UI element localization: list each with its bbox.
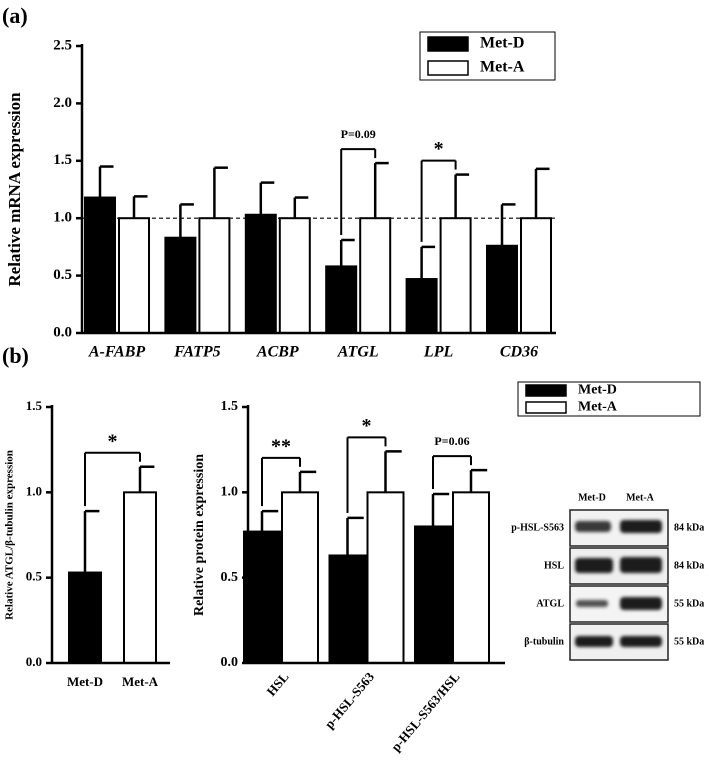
western-blot: Met-D Met-A p-HSL-S563 HSL ATGL β-tubuli…	[511, 492, 704, 661]
y-tick-label: 0.0	[221, 655, 239, 670]
panel-label: (a)	[2, 3, 28, 28]
significance-label: P=0.09	[341, 127, 376, 141]
y-tick-label: 0.0	[26, 654, 42, 669]
y-tick-label: 0.5	[221, 570, 239, 585]
band	[620, 597, 662, 610]
legend-swatch	[525, 384, 567, 397]
bar	[520, 217, 552, 334]
bar	[164, 236, 197, 334]
bar	[328, 554, 367, 664]
x-tick-label: p-HSL-S563/HSL	[388, 669, 463, 754]
y-tick-label: 1.0	[221, 485, 239, 500]
legend-swatch	[525, 401, 567, 414]
y-tick-label: 1.5	[221, 399, 239, 414]
band	[576, 600, 608, 607]
bar	[414, 525, 452, 665]
bar	[68, 571, 102, 665]
y-tick-label: 0.0	[53, 324, 72, 340]
lane-label: Met-A	[626, 492, 655, 503]
bar	[281, 491, 319, 665]
legend-swatch	[427, 60, 469, 76]
band	[620, 557, 662, 573]
y-tick-label: 1.0	[26, 483, 42, 498]
x-tick-label: ATGL	[337, 344, 379, 361]
bar	[486, 244, 518, 334]
bar	[452, 491, 490, 665]
y-tick-label: 2.0	[53, 95, 72, 111]
y-axis-title: Relative ATGL/β-tubulin expression	[4, 450, 16, 620]
blot-row-label: HSL	[544, 560, 564, 571]
significance-label: *	[362, 415, 372, 437]
bar	[244, 213, 277, 334]
y-tick-label: 1.5	[26, 398, 43, 413]
significance-label: P=0.06	[434, 434, 469, 448]
bar	[118, 217, 150, 334]
bar	[405, 278, 438, 335]
blot-row-label: β-tubulin	[524, 636, 564, 647]
y-tick-label: 1.5	[53, 152, 72, 168]
x-tick-label: HSL	[263, 669, 291, 699]
bar	[123, 491, 157, 665]
x-tick-label: LPL	[423, 344, 454, 361]
x-tick-label: Met-D	[67, 674, 103, 689]
bar	[198, 217, 231, 334]
blot-size-label: 84 kDa	[674, 522, 704, 533]
blot-size-label: 55 kDa	[674, 598, 704, 609]
x-tick-label: FATP5	[173, 344, 221, 361]
significance-label: *	[108, 430, 118, 452]
x-tick-label: Met-A	[122, 674, 159, 689]
x-tick-label: ACBP	[256, 344, 299, 361]
legend-label: Met-A	[480, 59, 525, 76]
significance-label: **	[271, 435, 291, 457]
blot-row-label: ATGL	[536, 598, 564, 609]
bar	[278, 217, 311, 334]
blot-size-label: 84 kDa	[674, 560, 704, 571]
panel-label: (b)	[2, 343, 29, 368]
bar	[84, 196, 116, 334]
x-tick-label: p-HSL-S563	[321, 669, 377, 732]
bar	[366, 491, 405, 665]
band	[575, 636, 613, 647]
lane-label: Met-D	[578, 492, 606, 503]
legend-label: Met-D	[578, 383, 617, 398]
bar	[439, 217, 472, 334]
legend-label: Met-D	[480, 35, 524, 52]
blot-size-label: 55 kDa	[674, 636, 704, 647]
y-axis-title: Relative mRNA expression	[5, 92, 24, 287]
band	[620, 636, 662, 647]
y-tick-label: 0.5	[26, 569, 43, 584]
x-tick-label: CD36	[500, 344, 538, 361]
x-tick-label: A-FABP	[88, 344, 146, 361]
band	[620, 520, 662, 533]
y-tick-label: 1.0	[53, 210, 72, 226]
band	[575, 521, 611, 532]
blot-row-label: p-HSL-S563	[511, 522, 564, 533]
legend-swatch	[427, 36, 469, 52]
y-tick-label: 2.5	[53, 37, 72, 53]
legend-label: Met-A	[578, 400, 618, 415]
y-axis-title: Relative protein expression	[192, 454, 207, 616]
bar	[359, 217, 392, 334]
y-tick-label: 0.5	[53, 267, 72, 283]
significance-label: *	[434, 138, 444, 160]
band	[575, 558, 613, 573]
bar	[325, 265, 358, 334]
bar	[243, 530, 281, 664]
